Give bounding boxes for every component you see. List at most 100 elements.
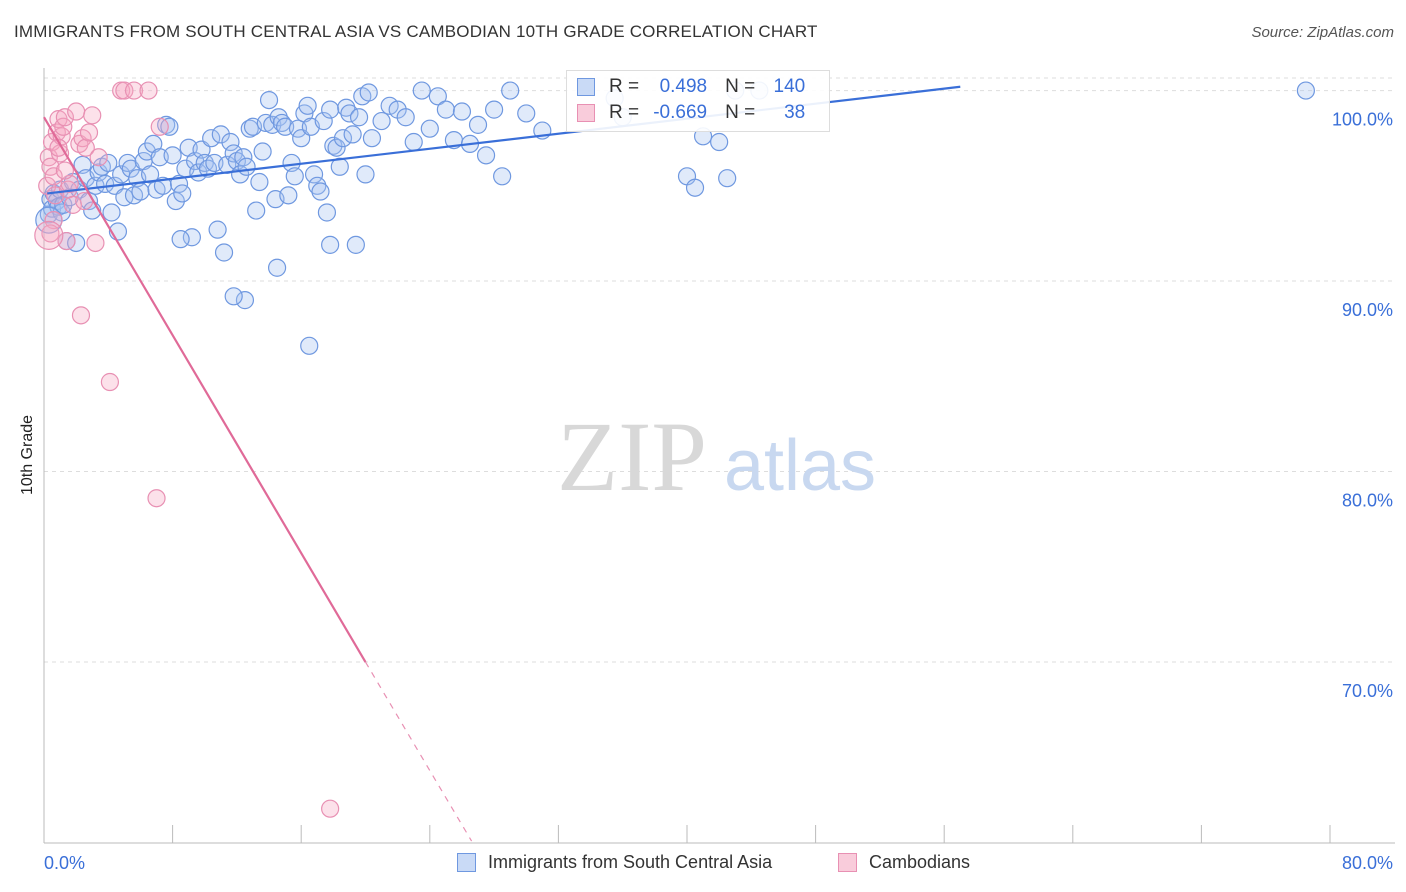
legend-n-label: N =: [725, 76, 756, 97]
data-point: [171, 230, 190, 249]
data-point: [124, 81, 144, 100]
data-point: [140, 165, 160, 184]
data-point: [60, 174, 79, 194]
data-point: [224, 287, 243, 306]
data-point: [89, 163, 108, 182]
data-point: [99, 153, 118, 173]
data-point: [115, 81, 134, 100]
data-point: [485, 100, 504, 119]
legend-row-pink: R = -0.669 N = 38: [577, 101, 805, 125]
data-point: [55, 161, 74, 180]
data-point: [476, 146, 496, 165]
data-point: [253, 142, 272, 161]
data-point: [356, 165, 375, 184]
data-point: [163, 146, 182, 165]
data-point: [73, 155, 92, 174]
data-point: [76, 138, 95, 157]
data-point: [317, 203, 337, 222]
data-point: [240, 119, 259, 138]
data-point: [250, 172, 269, 192]
y-tick-label: 90.0%: [1342, 300, 1393, 320]
data-point: [337, 98, 356, 117]
data-point: [221, 132, 240, 152]
data-point: [321, 235, 340, 254]
data-point: [41, 224, 60, 243]
legend-label-blue: Immigrants from South Central Asia: [488, 852, 773, 872]
data-point: [333, 129, 353, 148]
legend-n-value: 38: [784, 102, 806, 123]
data-point: [173, 184, 192, 203]
data-point: [153, 176, 173, 195]
data-point: [214, 243, 234, 262]
data-point: [304, 165, 324, 184]
data-point: [150, 117, 169, 136]
data-point: [139, 81, 158, 100]
data-point: [710, 132, 729, 152]
data-point: [346, 235, 365, 254]
data-point: [118, 153, 137, 173]
legend-r-label: R =: [609, 102, 640, 123]
data-point: [102, 203, 121, 222]
data-point: [55, 108, 74, 127]
data-point: [321, 799, 340, 818]
watermark-atlas: atlas: [724, 426, 876, 506]
data-point: [285, 167, 304, 186]
data-point: [237, 157, 256, 176]
legend-swatch-pink: [838, 853, 857, 872]
data-point: [517, 104, 536, 123]
data-point: [468, 115, 488, 134]
data-point: [298, 96, 317, 115]
data-point: [324, 136, 343, 155]
data-point: [234, 148, 253, 167]
data-point: [157, 115, 176, 134]
data-point: [202, 129, 221, 148]
legend-r-value: 0.498: [659, 76, 708, 97]
data-point: [327, 138, 346, 157]
legend-swatch-blue: [577, 78, 595, 96]
y-tick-label: 70.0%: [1342, 681, 1393, 701]
data-point: [412, 81, 431, 100]
data-point: [311, 182, 330, 201]
data-point: [300, 336, 319, 355]
data-point: [340, 104, 359, 123]
data-point: [100, 372, 120, 392]
series-legend: Immigrants from South Central Asia Cambo…: [0, 852, 1406, 876]
legend-swatch-pink: [577, 104, 595, 122]
data-point: [44, 167, 63, 186]
data-point: [321, 100, 340, 119]
data-point: [359, 83, 378, 102]
series-pink-points: [34, 81, 340, 818]
y-tick-labels: 70.0% 80.0% 90.0% 100.0%: [1332, 110, 1393, 701]
data-point: [314, 111, 333, 131]
data-point: [428, 87, 447, 106]
legend-r-value: -0.669: [653, 102, 708, 123]
data-point: [211, 125, 230, 144]
data-point: [49, 138, 68, 157]
data-point: [279, 186, 298, 205]
y-tick-label: 80.0%: [1342, 491, 1393, 511]
data-point: [63, 195, 83, 214]
data-point: [86, 233, 105, 253]
legend-row-blue: R = 0.498 N = 140: [577, 75, 805, 99]
watermark-zip: ZIP: [557, 401, 707, 512]
axes: [43, 68, 1395, 844]
trend-line-pink-extension: [364, 661, 473, 842]
data-point: [208, 220, 227, 239]
data-point: [79, 123, 99, 142]
data-point: [269, 108, 288, 127]
x-tick-label: 0.0%: [44, 853, 85, 873]
data-point: [195, 153, 214, 173]
data-point: [166, 191, 185, 211]
data-point: [147, 489, 166, 508]
data-point: [67, 102, 86, 121]
data-point: [718, 169, 737, 188]
data-point: [308, 176, 327, 195]
legend-item-pink[interactable]: Cambodians: [838, 852, 970, 873]
data-point-large: [34, 220, 64, 250]
legend-item-blue[interactable]: Immigrants from South Central Asia: [457, 852, 772, 873]
data-point: [501, 81, 520, 100]
data-point: [235, 291, 255, 310]
data-point: [1296, 81, 1315, 100]
y-tick-label: 100.0%: [1332, 110, 1393, 130]
